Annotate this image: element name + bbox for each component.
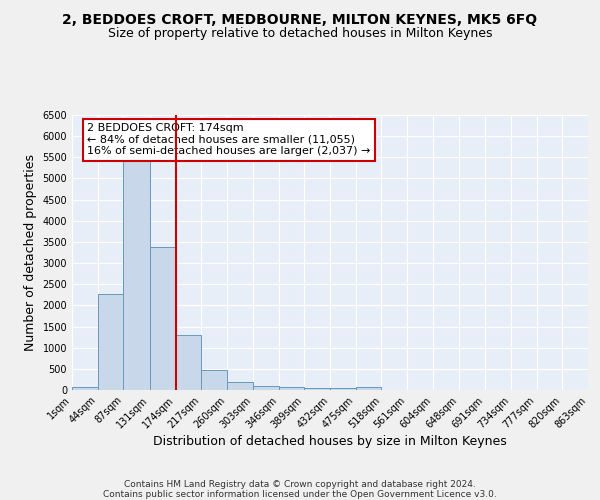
Text: Contains HM Land Registry data © Crown copyright and database right 2024.: Contains HM Land Registry data © Crown c… [124, 480, 476, 489]
Bar [227, 382, 253, 390]
Bar [278, 386, 304, 390]
Y-axis label: Number of detached properties: Number of detached properties [24, 154, 37, 351]
Bar [330, 388, 356, 390]
Bar [72, 386, 98, 390]
Bar [98, 294, 124, 390]
Bar [124, 160, 150, 390]
Text: Size of property relative to detached houses in Milton Keynes: Size of property relative to detached ho… [108, 28, 492, 40]
Bar [201, 370, 227, 390]
Text: 2 BEDDOES CROFT: 174sqm
← 84% of detached houses are smaller (11,055)
16% of sem: 2 BEDDOES CROFT: 174sqm ← 84% of detache… [88, 123, 371, 156]
Bar [304, 388, 330, 390]
X-axis label: Distribution of detached houses by size in Milton Keynes: Distribution of detached houses by size … [153, 436, 507, 448]
Bar [176, 335, 201, 390]
Text: Contains public sector information licensed under the Open Government Licence v3: Contains public sector information licen… [103, 490, 497, 499]
Bar [253, 386, 278, 390]
Text: 2, BEDDOES CROFT, MEDBOURNE, MILTON KEYNES, MK5 6FQ: 2, BEDDOES CROFT, MEDBOURNE, MILTON KEYN… [62, 12, 538, 26]
Bar [150, 247, 176, 390]
Bar [356, 386, 382, 390]
